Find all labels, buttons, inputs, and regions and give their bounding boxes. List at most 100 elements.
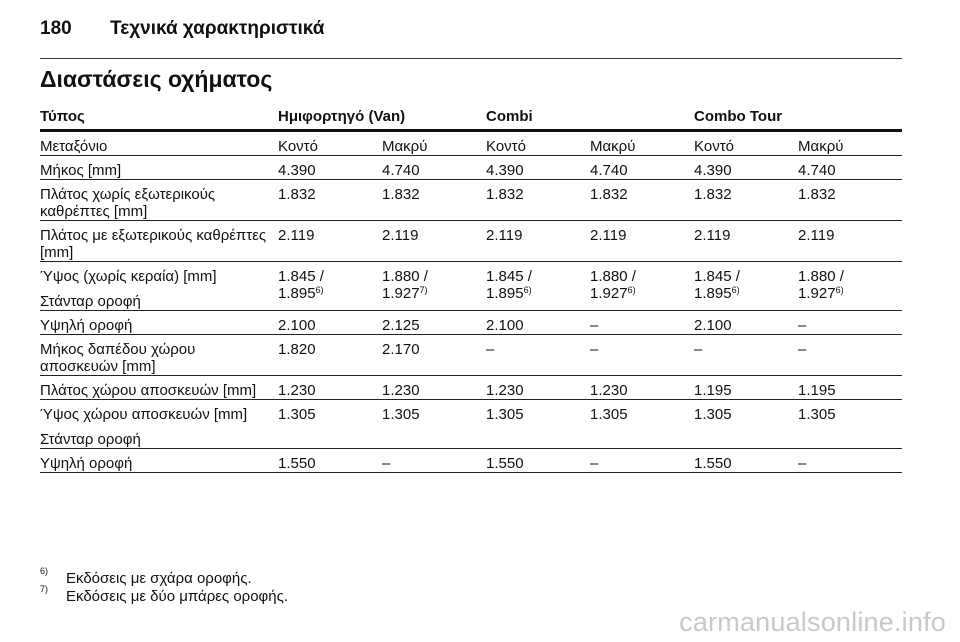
row-label: Υψηλή οροφή — [40, 310, 278, 335]
row-label: Μήκος δαπέδου χώρου αποσκευών [mm] — [40, 334, 278, 376]
value-text-second-line: 1.9276) — [798, 285, 902, 302]
value-cell: 1.880 /1.9276) — [798, 261, 903, 311]
value-cell: 1.832 — [382, 179, 487, 221]
value-cell: 1.550 — [694, 448, 799, 473]
value-text: – — [590, 317, 599, 334]
value-text: 1.230 — [486, 382, 524, 399]
value-text: 1.820 — [278, 341, 316, 358]
row-label-text: Πλάτος χώρου αποσκευών [mm] — [40, 382, 257, 399]
value-cell: 1.305 — [278, 399, 382, 449]
value-text: – — [694, 341, 703, 358]
subheader-cell: Κοντό — [278, 130, 382, 156]
footnote-text: Εκδόσεις με δύο μπάρες οροφής. — [66, 588, 288, 605]
row-sublabel-text: Στάνταρ οροφή — [40, 293, 141, 310]
value-text: 1.230 — [590, 382, 628, 399]
table-group-header-row: Τύπος Ημιφορτηγό (Van) Combi Combo Tour — [40, 103, 903, 132]
value-text: – — [486, 341, 495, 358]
subheader-cell: Κοντό — [694, 130, 799, 156]
row-label: Μήκος [mm] — [40, 155, 278, 180]
table-row: Ύψος χώρου αποσκευών [mm] Στάνταρ οροφή 1.… — [40, 399, 903, 449]
value-text: 2.125 — [382, 317, 420, 334]
value-cell: 1.550 — [278, 448, 382, 473]
value-text: – — [798, 341, 807, 358]
row-label-text: Ύψος (χωρίς κεραία) [mm] — [40, 268, 217, 285]
value-text: 1.845 / — [278, 268, 324, 285]
value-cell: 2.100 — [486, 310, 591, 335]
value-text: 4.740 — [382, 162, 420, 179]
value-number: 1.895 — [486, 285, 524, 302]
row-label-text: Υψηλή οροφή — [40, 455, 133, 472]
footnote-ref: 6) — [627, 285, 636, 295]
row-label-text: Υψηλή οροφή — [40, 317, 133, 334]
value-cell: 1.845 /1.8956) — [694, 261, 799, 311]
table-row: Υψηλή οροφή 2.100 2.125 2.100 – 2.100 – — [40, 310, 903, 335]
table-row: Πλάτος με εξωτερικούς καθρέπτες [mm] 2.11… — [40, 220, 903, 262]
footnote-text: Εκδόσεις με σχάρα οροφής. — [66, 570, 252, 587]
row-label: Υψηλή οροφή — [40, 448, 278, 473]
value-text: 1.195 — [798, 382, 836, 399]
value-text: 2.170 — [382, 341, 420, 358]
footnote-ref: 6) — [315, 285, 324, 295]
value-cell: 1.195 — [694, 375, 799, 400]
value-cell: 1.820 — [278, 334, 382, 376]
value-cell: – — [590, 310, 695, 335]
value-text: 1.832 — [694, 186, 732, 203]
footnote-ref: 7) — [419, 285, 428, 295]
section-title: Διαστάσεις οχήματος — [40, 66, 273, 92]
value-cell: 1.230 — [486, 375, 591, 400]
subheader-cell: Μακρύ — [798, 130, 903, 156]
value-text: – — [590, 341, 599, 358]
value-text: 1.845 / — [694, 268, 740, 285]
footnote-ref: 6) — [731, 285, 740, 295]
value-text: 2.100 — [486, 317, 524, 334]
value-text: 4.740 — [590, 162, 628, 179]
value-cell: – — [798, 334, 903, 376]
value-text-second-line: 1.9277) — [382, 285, 486, 302]
value-cell: 1.550 — [486, 448, 591, 473]
value-cell: 1.305 — [798, 399, 903, 449]
value-cell: 4.390 — [486, 155, 591, 180]
value-cell: 2.100 — [694, 310, 799, 335]
table-subheader-row: Μεταξόνιο Κοντό Μακρύ Κοντό Μακρύ Κοντό Μακρύ — [40, 130, 903, 156]
row-label-text: Πλάτος χωρίς εξωτερικούς καθρέπτες [mm] — [40, 186, 216, 220]
subheader-cell: Κοντό — [486, 130, 591, 156]
value-cell: 1.230 — [278, 375, 382, 400]
value-text-second-line: 1.8956) — [278, 285, 382, 302]
value-cell: 4.740 — [382, 155, 487, 180]
value-cell: 2.119 — [486, 220, 591, 262]
value-text: 2.100 — [694, 317, 732, 334]
value-number: 1.927 — [382, 285, 420, 302]
value-text: 1.550 — [694, 455, 732, 472]
value-text: 2.119 — [382, 227, 419, 244]
value-cell: – — [798, 448, 903, 473]
subheader-cell: Μακρύ — [382, 130, 487, 156]
row-label: Πλάτος με εξωτερικούς καθρέπτες [mm] — [40, 220, 278, 262]
value-text: 1.230 — [382, 382, 420, 399]
table-row: Πλάτος χώρου αποσκευών [mm] 1.230 1.230 1.2… — [40, 375, 903, 400]
chapter-title: Τεχνικά χαρακτηριστικά — [110, 18, 325, 39]
row-sublabel-text: Στάνταρ οροφή — [40, 431, 141, 448]
header-type: Τύπος — [40, 103, 278, 132]
value-text: 2.119 — [694, 227, 731, 244]
value-cell: 1.832 — [486, 179, 591, 221]
footnote-ref: 6) — [523, 285, 532, 295]
row-label: Ύψος (χωρίς κεραία) [mm] Στάνταρ οροφή — [40, 261, 278, 311]
value-cell: 1.305 — [694, 399, 799, 449]
value-cell: – — [382, 448, 487, 473]
value-cell: 1.305 — [590, 399, 695, 449]
table-row: Πλάτος χωρίς εξωτερικούς καθρέπτες [mm] 1… — [40, 179, 903, 221]
value-cell: – — [798, 310, 903, 335]
value-text: 4.390 — [694, 162, 732, 179]
value-text-second-line: 1.9276) — [590, 285, 694, 302]
value-cell: – — [590, 334, 695, 376]
page-header: 180 Τεχνικά χαρακτηριστικά — [40, 12, 902, 52]
value-cell: 2.119 — [694, 220, 799, 262]
footnote-ref: 6) — [835, 285, 844, 295]
value-text: 1.305 — [486, 406, 524, 423]
page-number: 180 — [40, 18, 72, 39]
vehicle-dimensions-table: Τύπος Ημιφορτηγό (Van) Combi Combo Tour … — [40, 103, 903, 473]
footnote-mark: 7) — [40, 584, 49, 594]
value-text: 1.305 — [590, 406, 628, 423]
value-text: 4.390 — [486, 162, 524, 179]
value-cell: 1.195 — [798, 375, 903, 400]
